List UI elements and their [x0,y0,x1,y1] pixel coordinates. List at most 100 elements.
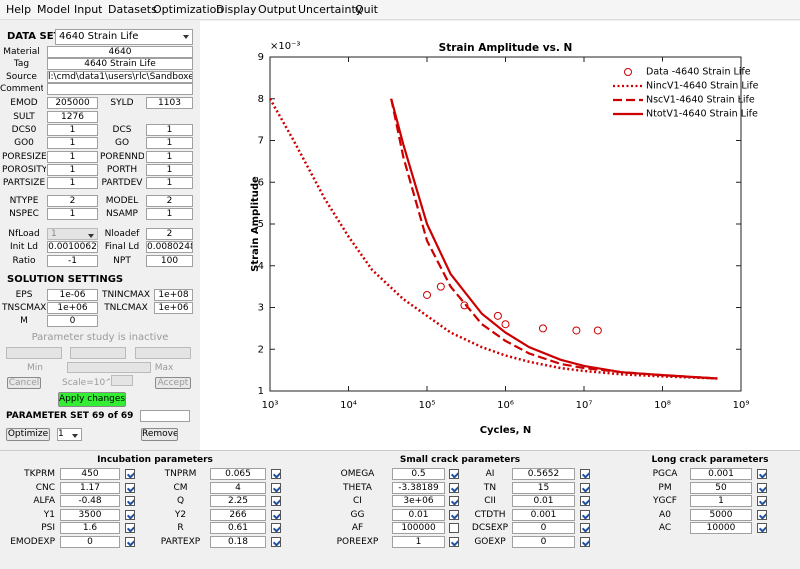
text-field[interactable]: 2 [146,228,193,240]
text-field[interactable]: 1e-06 [47,289,98,301]
text-field[interactable]: 2 [47,195,98,207]
param-field[interactable]: 4 [210,481,266,494]
param-field[interactable]: 0 [60,536,120,548]
param-checkbox[interactable] [449,537,459,547]
menu-item[interactable]: Uncertainty [298,3,363,16]
text-field[interactable]: 1 [47,151,98,163]
remove-button[interactable]: Remove [141,428,178,441]
text-field[interactable]: 1e+06 [154,302,193,314]
param-checkbox[interactable] [271,482,281,493]
param-checkbox[interactable] [271,469,281,479]
param-field[interactable]: -3.38189 [392,481,445,494]
text-field[interactable]: 1 [146,177,193,189]
menu-item[interactable]: Model [37,3,71,16]
param-checkbox[interactable] [449,496,459,507]
text-field[interactable]: 205000 [47,97,98,109]
param-field[interactable]: 0.5 [392,468,445,480]
text-field[interactable]: 1 [47,177,98,189]
param-field[interactable]: 3e+06 [392,495,445,508]
text-field[interactable]: 1e+08 [154,289,193,301]
menu-item[interactable]: Help [6,3,32,16]
text-field[interactable]: 1 [47,137,98,149]
param-field[interactable]: 0.001 [690,468,752,480]
param-field[interactable]: 3500 [60,508,120,521]
param-checkbox[interactable] [125,482,135,493]
param-checkbox[interactable] [580,537,590,547]
menu-item[interactable]: Datasets [108,3,157,16]
param-field[interactable]: 10000 [690,522,752,535]
text-field[interactable]: 1 [146,208,193,220]
menu-item[interactable]: Output [258,3,297,16]
param-checkbox[interactable] [125,469,135,479]
menu-item[interactable]: Display [216,3,257,16]
text-field[interactable]: 1 [47,164,98,176]
param-checkbox[interactable] [449,469,459,479]
param-checkbox[interactable] [449,482,459,493]
param-field[interactable]: 0 [512,536,575,548]
dataset-select[interactable]: 4640 Strain Life [55,29,193,45]
text-field[interactable]: 1 [146,137,193,149]
text-field[interactable]: 1 [146,164,193,176]
param-checkbox[interactable] [125,509,135,520]
param-field[interactable]: 5000 [690,508,752,521]
param-checkbox[interactable] [580,469,590,479]
text-field[interactable]: 1e+06 [47,302,98,314]
param-checkbox[interactable] [757,509,767,520]
text-field[interactable]: 1276 [47,111,98,123]
text-field[interactable]: 0.0080248 [146,241,193,253]
text-field[interactable]: 4640 [47,46,193,58]
param-field[interactable]: 0 [512,522,575,535]
param-checkbox[interactable] [449,509,459,520]
param-field[interactable]: 1 [392,536,445,548]
text-field[interactable]: 1 [47,124,98,136]
menu-item[interactable]: Optimization [153,3,224,16]
param-checkbox[interactable] [271,523,281,534]
text-field[interactable]: 0 [47,315,98,327]
param-field[interactable]: 2.25 [210,495,266,508]
param-field[interactable]: 100000 [392,522,445,535]
param-checkbox[interactable] [757,482,767,493]
optimize-button[interactable]: Optimize [6,428,50,441]
text-field[interactable]: 1 [146,151,193,163]
param-field[interactable]: 0.5652 [512,468,575,480]
param-field[interactable]: 0.065 [210,468,266,480]
param-checkbox[interactable] [757,496,767,507]
param-field[interactable]: 1.6 [60,522,120,535]
param-checkbox[interactable] [125,496,135,507]
param-checkbox[interactable] [271,509,281,520]
param-checkbox[interactable] [757,523,767,534]
param-field[interactable]: 0.18 [210,536,266,548]
menu-item[interactable]: Input [74,3,103,16]
param-field[interactable]: 0.01 [512,495,575,508]
param-field[interactable]: 1.17 [60,481,120,494]
text-field[interactable]: 0.0010062 [47,241,98,253]
param-field[interactable]: 450 [60,468,120,480]
param-checkbox[interactable] [271,537,281,547]
text-field[interactable]: 1 [146,124,193,136]
set-slider[interactable] [140,410,190,422]
param-checkbox[interactable] [580,482,590,493]
param-checkbox[interactable] [449,523,459,534]
param-field[interactable]: 0.001 [512,508,575,521]
param-checkbox[interactable] [580,523,590,534]
param-checkbox[interactable] [271,496,281,507]
param-field[interactable]: 0.61 [210,522,266,535]
param-field[interactable]: -0.48 [60,495,120,508]
apply-button[interactable]: Apply changes [58,392,126,407]
param-field[interactable]: 50 [690,481,752,494]
text-field[interactable] [47,83,193,95]
text-field[interactable]: 2 [146,195,193,207]
text-field[interactable]: l:\cmd\data1\users\rlc\Sandboxes\MSF_ [47,71,193,83]
set-select[interactable]: 1 [57,428,82,441]
param-field[interactable]: 0.01 [392,508,445,521]
param-field[interactable]: 266 [210,508,266,521]
text-field[interactable]: -1 [47,255,98,267]
param-field[interactable]: 15 [512,481,575,494]
text-field[interactable]: 4640 Strain Life [47,58,193,70]
param-field[interactable]: 1 [690,495,752,508]
text-field[interactable]: 1 [47,208,98,220]
param-checkbox[interactable] [125,537,135,547]
text-field[interactable]: 1103 [146,97,193,109]
param-checkbox[interactable] [580,509,590,520]
param-checkbox[interactable] [757,469,767,479]
